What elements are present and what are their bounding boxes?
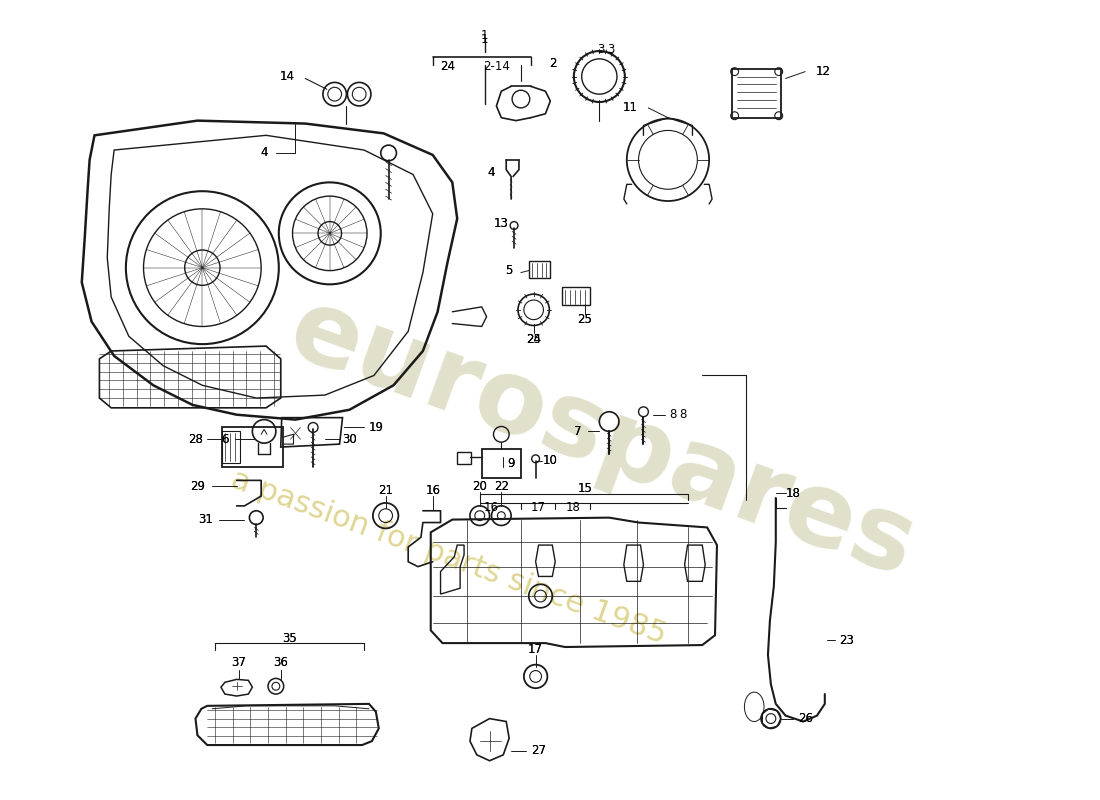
Text: 7: 7 xyxy=(574,425,582,438)
Text: 37: 37 xyxy=(231,656,246,670)
Text: 28: 28 xyxy=(188,433,202,446)
Text: 13: 13 xyxy=(494,217,509,230)
Text: 24: 24 xyxy=(440,60,455,74)
Text: 19: 19 xyxy=(368,421,383,434)
Text: 4: 4 xyxy=(261,146,267,159)
Text: 14: 14 xyxy=(280,70,295,83)
Text: 17: 17 xyxy=(531,502,546,514)
Text: 25: 25 xyxy=(526,333,541,346)
Text: 4: 4 xyxy=(487,166,495,179)
Bar xyxy=(482,449,521,478)
Text: 16: 16 xyxy=(426,484,440,497)
Bar xyxy=(562,287,590,305)
Text: 9: 9 xyxy=(507,458,515,470)
Text: 35: 35 xyxy=(283,632,297,645)
Text: 10: 10 xyxy=(543,454,558,467)
Text: 31: 31 xyxy=(198,513,212,526)
Text: 20: 20 xyxy=(472,480,487,493)
Text: 13: 13 xyxy=(494,217,509,230)
Text: 12: 12 xyxy=(815,65,830,78)
Text: 36: 36 xyxy=(273,656,288,670)
Text: 26: 26 xyxy=(798,712,813,725)
Text: 29: 29 xyxy=(190,480,205,493)
Text: 17: 17 xyxy=(528,643,543,657)
Text: eurospares: eurospares xyxy=(276,279,930,599)
Text: 15: 15 xyxy=(578,482,592,494)
Text: 2-14: 2-14 xyxy=(483,60,510,74)
Text: 29: 29 xyxy=(190,480,205,493)
Text: 2: 2 xyxy=(550,58,557,70)
Text: 3: 3 xyxy=(597,42,605,55)
Text: 5: 5 xyxy=(506,264,513,277)
Text: 10: 10 xyxy=(543,454,558,467)
Text: 28: 28 xyxy=(188,433,202,446)
Text: 3: 3 xyxy=(607,42,615,55)
Text: 15: 15 xyxy=(578,482,592,494)
Bar xyxy=(222,431,240,462)
Text: 18: 18 xyxy=(786,486,801,500)
Text: 26: 26 xyxy=(798,712,813,725)
Text: 17: 17 xyxy=(528,643,543,657)
Text: 23: 23 xyxy=(839,634,854,646)
Text: 27: 27 xyxy=(531,745,546,758)
Text: 35: 35 xyxy=(283,632,297,645)
Text: 12: 12 xyxy=(815,65,830,78)
Bar xyxy=(222,427,283,466)
Text: 21: 21 xyxy=(378,484,393,497)
Text: 6: 6 xyxy=(221,433,229,446)
Text: 18: 18 xyxy=(786,486,801,500)
Text: 22: 22 xyxy=(494,480,509,493)
Text: 18: 18 xyxy=(565,502,581,514)
Text: 22: 22 xyxy=(494,480,509,493)
Text: 4: 4 xyxy=(261,146,267,159)
Text: 11: 11 xyxy=(623,102,637,114)
Bar xyxy=(529,261,550,278)
Text: 21: 21 xyxy=(378,484,393,497)
Text: 1: 1 xyxy=(481,33,488,46)
Text: 27: 27 xyxy=(531,745,546,758)
Text: 9: 9 xyxy=(507,458,515,470)
Text: 19: 19 xyxy=(368,421,383,434)
Text: 5: 5 xyxy=(506,264,513,277)
Text: 4: 4 xyxy=(487,166,495,179)
Text: 36: 36 xyxy=(273,656,288,670)
Text: 6: 6 xyxy=(221,433,229,446)
Text: 24: 24 xyxy=(526,333,541,346)
Text: 16: 16 xyxy=(426,484,440,497)
Text: 1: 1 xyxy=(481,29,488,42)
Text: 31: 31 xyxy=(198,513,212,526)
Text: 8: 8 xyxy=(679,408,686,422)
Text: 37: 37 xyxy=(231,656,246,670)
Text: 23: 23 xyxy=(839,634,854,646)
Text: 16: 16 xyxy=(484,502,499,514)
Text: 20: 20 xyxy=(472,480,487,493)
Text: 14: 14 xyxy=(280,70,295,83)
Text: a passion for parts since 1985: a passion for parts since 1985 xyxy=(227,464,670,650)
Text: 11: 11 xyxy=(623,102,637,114)
Text: 2: 2 xyxy=(550,58,557,70)
Bar xyxy=(458,452,471,464)
Text: 24: 24 xyxy=(526,333,541,346)
Text: 25: 25 xyxy=(578,313,592,326)
Text: 30: 30 xyxy=(342,433,356,446)
Text: 30: 30 xyxy=(342,433,356,446)
Bar xyxy=(732,69,781,118)
Text: 25: 25 xyxy=(578,313,592,326)
Text: 7: 7 xyxy=(574,425,582,438)
Text: 8: 8 xyxy=(669,408,676,422)
Text: 24: 24 xyxy=(440,60,455,74)
